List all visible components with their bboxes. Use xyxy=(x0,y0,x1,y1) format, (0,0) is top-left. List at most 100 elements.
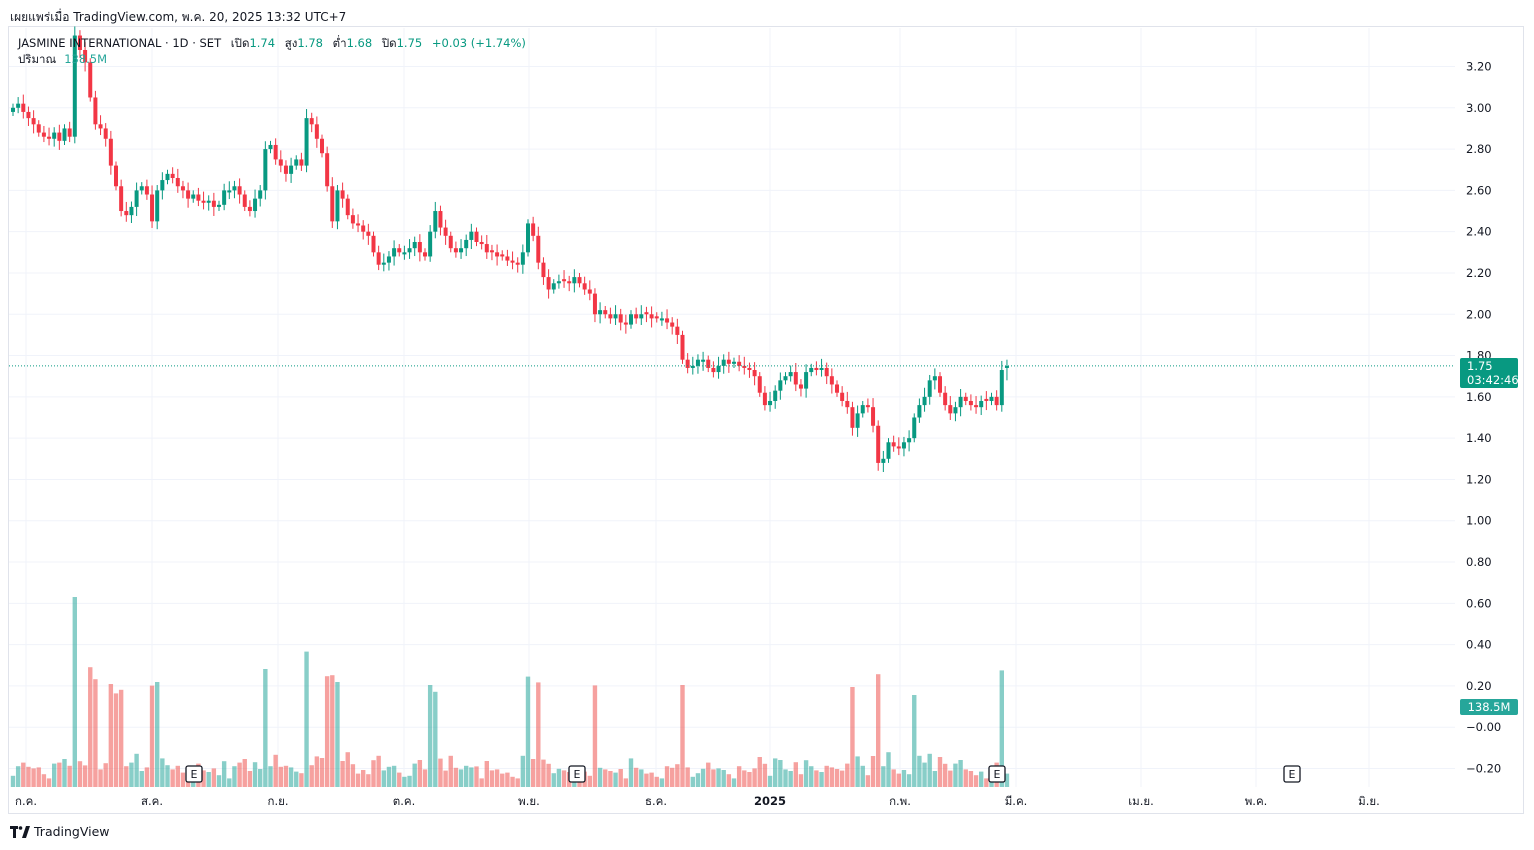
candle xyxy=(886,442,891,459)
volume-bar xyxy=(865,775,871,787)
volume-bar xyxy=(891,769,896,787)
candle xyxy=(371,235,376,253)
candle xyxy=(88,62,93,98)
volume-bar xyxy=(783,769,788,787)
volume-bar xyxy=(242,759,247,787)
candle xyxy=(690,365,695,368)
volume-bar xyxy=(592,685,598,787)
candle xyxy=(412,242,417,249)
volume-bar xyxy=(587,775,592,787)
candle xyxy=(752,370,757,377)
volume-bar xyxy=(268,766,273,787)
candle xyxy=(376,252,381,265)
interval: 1D xyxy=(172,36,189,50)
last-price-tag: 1.75 03:42:46 xyxy=(1460,358,1519,388)
volume-bar xyxy=(690,776,695,787)
candle xyxy=(567,281,572,284)
candle xyxy=(948,405,953,414)
candle xyxy=(11,107,15,112)
low-value: 1.68 xyxy=(346,36,373,50)
candle xyxy=(325,153,330,187)
volume-bar xyxy=(402,776,407,787)
candle xyxy=(592,293,597,315)
x-tick-label: ต.ค. xyxy=(393,794,415,808)
candle xyxy=(438,211,443,228)
y-tick-label: 2.40 xyxy=(1466,225,1492,239)
volume-bar xyxy=(21,762,26,787)
candle xyxy=(320,138,324,154)
candle xyxy=(721,359,726,366)
volume-bar xyxy=(139,771,144,787)
volume-bar xyxy=(670,767,675,787)
last-volume-tag: 138.5M xyxy=(1460,699,1518,715)
x-tick-label: ก.ค. xyxy=(15,794,37,808)
candle xyxy=(62,128,67,141)
volume-bar xyxy=(927,753,932,787)
symbol-name[interactable]: JASMINE INTERNATIONAL xyxy=(18,36,162,50)
candle xyxy=(577,277,582,284)
volume-bar xyxy=(530,759,536,787)
volume-bar xyxy=(412,763,417,787)
y-tick-label: −0.20 xyxy=(1466,762,1501,776)
candle xyxy=(103,128,108,139)
candle xyxy=(366,231,371,236)
volume-bar xyxy=(551,773,556,787)
volume-bar xyxy=(541,759,546,787)
y-tick-label: 1.20 xyxy=(1466,472,1492,486)
volume-bar xyxy=(912,695,917,787)
candle xyxy=(958,396,963,408)
candle xyxy=(680,334,685,360)
volume-bar xyxy=(505,772,510,787)
volume-bar xyxy=(515,778,520,787)
candle xyxy=(613,314,618,319)
volume-bar xyxy=(113,693,119,787)
volume-bar xyxy=(232,766,237,787)
volume-bar xyxy=(67,765,72,787)
candle xyxy=(901,442,906,449)
bar-countdown: 03:42:46 xyxy=(1467,373,1519,387)
volume-bar xyxy=(711,769,716,787)
volume-bar xyxy=(438,758,443,787)
volume-bars xyxy=(10,597,1010,787)
candle xyxy=(484,244,489,253)
volume-bar xyxy=(345,752,350,787)
volume-bar xyxy=(855,756,860,787)
candle xyxy=(932,376,937,381)
candle xyxy=(469,231,474,240)
volume-bar xyxy=(639,769,644,787)
candle xyxy=(695,359,700,366)
candle xyxy=(98,124,103,129)
volume-bar xyxy=(793,762,798,787)
candle xyxy=(711,367,716,373)
volume-bar xyxy=(72,597,77,787)
volume-bar xyxy=(474,766,479,787)
volume-bar xyxy=(597,767,603,787)
tradingview-logo[interactable]: TradingView xyxy=(10,824,110,839)
earnings-marker xyxy=(1283,765,1301,783)
volume-bar xyxy=(464,765,469,787)
volume-bar xyxy=(1004,773,1010,787)
candle xyxy=(309,118,314,125)
candle xyxy=(340,190,345,199)
candle xyxy=(855,413,860,428)
candle xyxy=(345,198,350,216)
volume-bar xyxy=(314,756,320,787)
volume-bar xyxy=(510,776,515,787)
candle xyxy=(968,400,973,406)
x-tick-label: มี.ค. xyxy=(1005,794,1028,808)
candle xyxy=(160,180,165,191)
volume-bar xyxy=(633,767,639,787)
candle xyxy=(273,144,278,160)
volume-bar xyxy=(546,763,551,787)
volume-bar xyxy=(999,670,1004,787)
earnings-marker-label: E xyxy=(191,768,198,781)
x-tick-label: ก.ย. xyxy=(267,794,288,808)
volume-bar xyxy=(46,778,52,787)
candle xyxy=(768,400,773,406)
x-tick-label: เม.ย. xyxy=(1128,794,1154,808)
volume-bar xyxy=(294,771,299,787)
candle xyxy=(242,194,247,207)
candle xyxy=(335,190,340,222)
candle xyxy=(47,136,52,139)
